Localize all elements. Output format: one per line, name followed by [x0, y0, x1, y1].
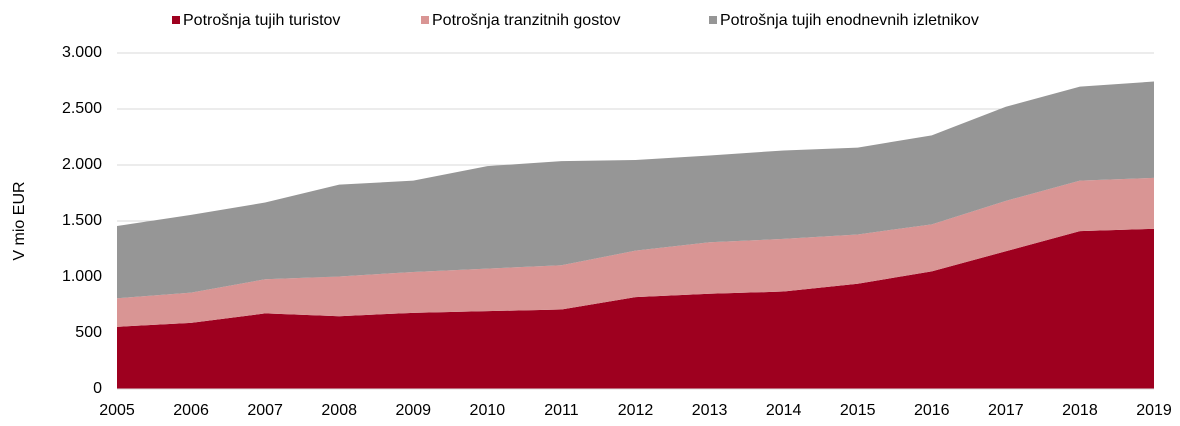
x-tick-label: 2016 [914, 402, 950, 419]
y-tick-label: 500 [75, 324, 102, 341]
legend-label: Potrošnja tujih turistov [183, 12, 340, 29]
legend-label: Potrošnja tujih enodnevnih izletnikov [720, 12, 979, 29]
y-tick-label: 1.500 [62, 212, 102, 229]
x-tick-label: 2018 [1062, 402, 1098, 419]
x-tick-label: 2005 [99, 402, 135, 419]
y-tick-label: 2.000 [62, 156, 102, 173]
x-tick-label: 2008 [321, 402, 357, 419]
area [117, 177, 1154, 327]
y-tick-label: 2.500 [62, 100, 102, 117]
x-tick-label: 2014 [766, 402, 802, 419]
x-tick-label: 2013 [692, 402, 728, 419]
y-tick-label: 0 [93, 380, 102, 397]
x-tick-label: 2006 [173, 402, 209, 419]
x-tick-label: 2012 [618, 402, 654, 419]
area [117, 228, 1154, 389]
legend-swatch [172, 16, 180, 24]
x-tick-label: 2019 [1136, 402, 1172, 419]
y-tick-label: 3.000 [62, 44, 102, 61]
x-tick-label: 2010 [470, 402, 506, 419]
legend-swatch [709, 16, 717, 24]
x-tick-label: 2011 [544, 402, 579, 419]
x-tick-label: 2015 [840, 402, 876, 419]
y-axis-label: V mio EUR [11, 181, 28, 260]
y-tick-label: 1.000 [62, 268, 102, 285]
x-tick-label: 2017 [988, 402, 1024, 419]
x-tick-label: 2007 [247, 402, 283, 419]
legend-label: Potrošnja tranzitnih gostov [432, 12, 621, 29]
legend-swatch [421, 16, 429, 24]
area [117, 81, 1154, 299]
x-tick-label: 2009 [395, 402, 431, 419]
